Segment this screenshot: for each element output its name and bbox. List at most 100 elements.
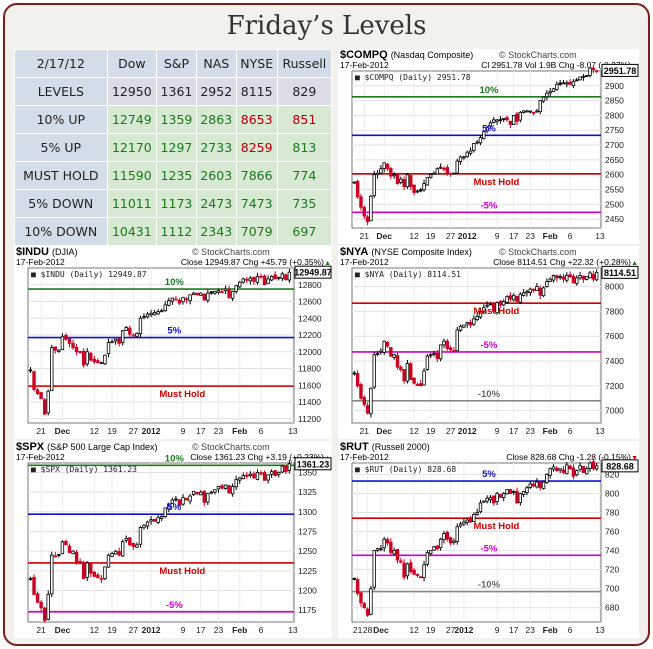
compq-candle xyxy=(495,119,499,122)
indu-candle xyxy=(184,298,189,301)
spx-candle xyxy=(248,473,253,476)
spx-xtick-label: 9 xyxy=(181,625,186,635)
compq-candle xyxy=(535,110,539,113)
rut-xtick-label: 17 xyxy=(509,625,519,635)
rut-candle xyxy=(591,461,596,470)
compq-xtick-label: 13 xyxy=(595,231,605,241)
compq-candle xyxy=(515,113,519,122)
rut-name: (Russell 2000) xyxy=(372,442,430,452)
compq-source: © StockCharts.com xyxy=(499,50,577,60)
compq-candle xyxy=(548,91,552,94)
rut-candle xyxy=(389,541,393,553)
indu-arrow-icon: ▲ xyxy=(324,260,331,267)
nya-last-price: 8114.51 xyxy=(604,268,636,278)
spx-xtick-label: 27 xyxy=(129,625,139,635)
row-label: 10% UP xyxy=(14,105,108,134)
compq-candle xyxy=(528,110,532,113)
compq-candle xyxy=(485,126,489,132)
compq-candle xyxy=(382,162,386,170)
levels-row: 10% DOWN 10431 1112 2343 7079 697 xyxy=(14,217,333,246)
indu-candle xyxy=(28,369,33,372)
rut-candle xyxy=(558,468,562,471)
nya-candle xyxy=(594,271,599,281)
spx-candle xyxy=(160,516,164,519)
spx-xtick-label: 6 xyxy=(259,625,264,635)
compq-name: (Nasdaq Composite) xyxy=(391,50,474,60)
indu-last-price: 12949.87 xyxy=(294,268,332,278)
levels-row: 5% UP 12170 1297 2733 8259 813 xyxy=(14,133,333,162)
compq-xtick-label: 17 xyxy=(509,231,519,241)
indu-candle xyxy=(195,292,199,296)
nya-candle xyxy=(505,296,509,303)
rut-xtick-label: Feb xyxy=(543,625,558,635)
level-cell: 1359 xyxy=(156,105,197,134)
indu-candle xyxy=(191,292,196,296)
rut-candle xyxy=(568,465,572,470)
indu-candle xyxy=(89,352,93,361)
compq-candle xyxy=(462,156,466,159)
rut-candle xyxy=(369,588,373,615)
rut-candle xyxy=(419,576,423,579)
spx-candle xyxy=(71,550,75,555)
nya-candle xyxy=(392,354,396,358)
rut-svg: $RUT (Russell 2000)17-Feb-2012 Close 828.6… xyxy=(340,441,639,635)
level-cell: 2343 xyxy=(195,217,237,246)
indu-candle xyxy=(92,358,97,363)
spx-candle xyxy=(266,474,270,481)
rut-ytick-label: 680 xyxy=(605,603,619,613)
rut-candle xyxy=(545,474,549,483)
rut-candle xyxy=(362,603,366,609)
spx-candle xyxy=(216,486,221,490)
indu-candle xyxy=(266,278,270,284)
compq-last-price: 2951.78 xyxy=(604,66,637,76)
spx-candle xyxy=(81,562,86,580)
spx-candle xyxy=(110,553,114,557)
spx-legend: ■ $SPX (Daily) 1361.23 xyxy=(31,465,137,474)
indu-ytick-label: 12600 xyxy=(298,297,322,307)
nya-ytick-label: 7000 xyxy=(605,406,624,416)
indu-stats: Close 12949.87 Chg +45.79 (+0.35%) xyxy=(181,257,324,267)
rut-candle xyxy=(511,491,516,493)
nya-candle xyxy=(528,288,532,293)
rut-xtick-label: 23 xyxy=(526,625,536,635)
rut-candle xyxy=(435,545,440,550)
compq-candle xyxy=(505,117,509,121)
spx-level-label: -5% xyxy=(166,600,183,611)
rut-candle xyxy=(382,538,386,549)
indu-ytick-label: 11200 xyxy=(298,414,321,424)
rut-candle xyxy=(575,470,579,476)
nya-candle xyxy=(412,377,416,384)
rut-candle xyxy=(571,467,576,477)
nya-candle xyxy=(571,275,576,284)
nya-candle xyxy=(382,340,386,353)
rut-chart: $RUT (Russell 2000) 17-Feb-2012 Close 828.6… xyxy=(338,441,639,638)
nya-candle xyxy=(369,387,373,415)
nya-candle xyxy=(561,276,566,280)
nya-candle xyxy=(545,281,549,287)
indu-candle xyxy=(149,312,153,316)
compq-candle xyxy=(472,143,476,151)
compq-xtick-label: 19 xyxy=(426,231,436,241)
compq-candle xyxy=(422,183,426,191)
compq-date: 17-Feb-2012 xyxy=(340,60,389,70)
spx-candle xyxy=(234,479,238,488)
spx-candle xyxy=(113,550,118,555)
indu-xtick-label: 19 xyxy=(107,426,117,436)
rut-candle xyxy=(548,468,552,476)
nya-candle xyxy=(395,355,400,368)
indu-candle xyxy=(78,351,82,354)
spx-candle xyxy=(35,593,40,603)
nya-candle xyxy=(379,350,383,353)
spx-xtick-label: Dec xyxy=(55,625,71,635)
rut-ytick-label: 780 xyxy=(605,508,619,518)
rut-xtick-label: 19 xyxy=(426,625,436,635)
compq-candle xyxy=(511,115,516,125)
compq-candle xyxy=(432,172,436,175)
nya-candle xyxy=(389,347,393,357)
nya-candle xyxy=(405,363,410,382)
nya-ytick-label: 7400 xyxy=(605,356,624,366)
spx-last-price-box xyxy=(294,457,332,471)
nya-candle xyxy=(362,397,366,405)
indu-candle xyxy=(74,346,79,353)
nya-xtick-label: 9 xyxy=(495,426,500,436)
